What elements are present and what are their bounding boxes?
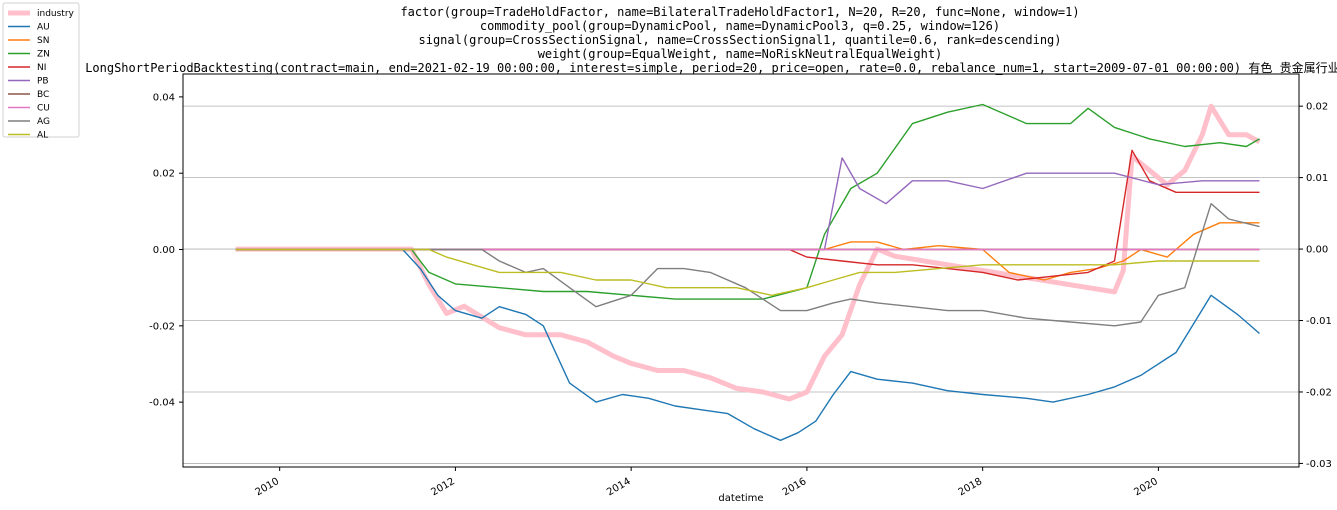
y-right-tick-label: -0.01 [1306, 316, 1332, 327]
legend-label-cu: CU [37, 104, 50, 114]
title-line-5: LongShortPeriodBacktesting(contract=main… [85, 60, 1337, 75]
x-tick-label: 2018 [957, 476, 985, 498]
series-line-industry [235, 103, 1261, 402]
x-axis: 2010 2012 2014 2016 2018 2020 [254, 467, 1160, 498]
series-line-au [402, 249, 1260, 441]
title-line-2: commodity_pool(group=DynamicPool, name=D… [480, 19, 1000, 33]
series-line-ag [235, 202, 1260, 327]
y-left-tick-label: -0.02 [149, 321, 175, 332]
title-line-1: factor(group=TradeHoldFactor, name=Bilat… [400, 5, 1079, 19]
series-layer [235, 103, 1261, 441]
series-line-pb [235, 157, 1260, 251]
x-axis-label: datetime [718, 493, 763, 504]
y-right-tick-label: 0.00 [1306, 245, 1328, 256]
y-right-tick-label: -0.03 [1306, 459, 1332, 470]
legend-label-au: AU [37, 23, 50, 33]
series-line-zn [235, 103, 1260, 300]
y-right-tick-label: 0.02 [1306, 102, 1328, 113]
plot-frame [182, 73, 1300, 468]
legend-label-sn: SN [37, 36, 49, 46]
legend-label-ni: NI [37, 63, 46, 73]
chart-title: factor(group=TradeHoldFactor, name=Bilat… [85, 5, 1337, 75]
legend-label-al: AL [37, 131, 48, 141]
x-tick-label: 2016 [781, 476, 809, 498]
y-left-tick-label: 0.02 [153, 169, 175, 180]
legend-box [2, 2, 80, 138]
y-right-tick-label: -0.02 [1306, 387, 1332, 398]
x-tick-label: 2012 [429, 476, 457, 498]
legend-label-bc: BC [37, 90, 49, 100]
x-tick-label: 2020 [1132, 476, 1160, 498]
title-line-4: weight(group=EqualWeight, name=NoRiskNeu… [538, 47, 943, 61]
y-axis-left: -0.04 -0.02 0.00 0.02 0.04 [149, 92, 183, 409]
y-left-tick-label: -0.04 [149, 398, 175, 409]
x-tick-label: 2014 [605, 476, 633, 498]
y-axis-right: -0.03 -0.02 -0.01 0.00 0.01 0.02 [1299, 102, 1332, 470]
x-tick-label: 2010 [254, 476, 282, 498]
legend-label-industry: industry [37, 9, 75, 19]
legend: industry AU SN ZN NI PB BC CU AG AL [2, 2, 80, 141]
y-left-tick-label: 0.04 [153, 92, 175, 103]
series-line-ni [235, 149, 1260, 281]
y-right-tick-label: 0.01 [1306, 173, 1328, 184]
legend-label-pb: PB [37, 77, 49, 87]
title-line-3: signal(group=CrossSectionSignal, name=Cr… [419, 33, 1062, 47]
series-line-al [235, 248, 1260, 296]
y-left-tick-label: 0.00 [153, 245, 175, 256]
legend-label-zn: ZN [37, 50, 50, 60]
legend-label-ag: AG [37, 117, 50, 127]
